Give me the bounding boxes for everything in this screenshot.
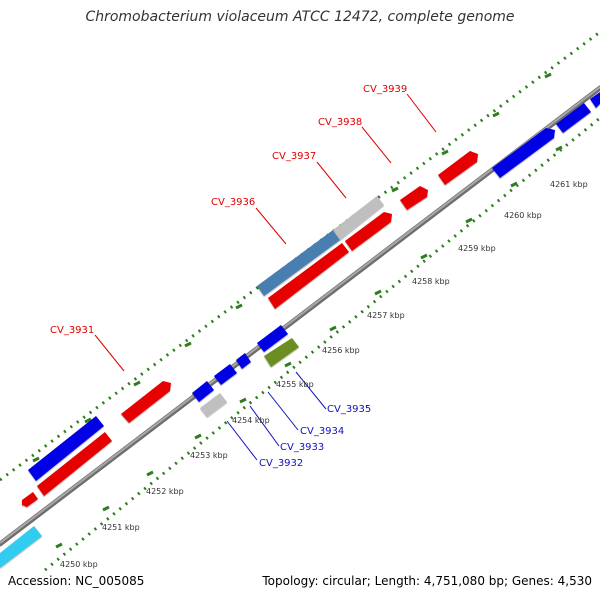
kbp-label: 4259 kbp <box>458 244 496 253</box>
reverse-gene-labels: CV_3932 CV_3933 CV_3934 CV_3935 <box>259 404 371 469</box>
gene-feature[interactable] <box>333 196 384 240</box>
kbp-label: 4257 kbp <box>367 311 405 320</box>
gene-label-cv3938[interactable]: CV_3938 <box>318 117 362 128</box>
gene-feature[interactable] <box>192 381 214 402</box>
kbp-label: 4252 kbp <box>146 487 184 496</box>
gene-feature[interactable] <box>28 416 104 481</box>
gene-label-cv3931[interactable]: CV_3931 <box>50 325 94 336</box>
gene-feature[interactable] <box>492 128 555 178</box>
forward-gene-labels: CV_3931 CV_3936 CV_3937 CV_3938 CV_3939 <box>50 84 407 336</box>
kbp-label: 4260 kbp <box>504 211 542 220</box>
gene-label-cv3934[interactable]: CV_3934 <box>300 426 344 437</box>
gene-feature[interactable] <box>345 212 392 251</box>
kbp-label: 4253 kbp <box>190 451 228 460</box>
gene-feature[interactable] <box>257 230 340 296</box>
gene-feature[interactable] <box>590 92 600 108</box>
gene-label-cv3937[interactable]: CV_3937 <box>272 151 316 162</box>
kbp-label: 4256 kbp <box>322 346 360 355</box>
forward-features <box>22 92 600 507</box>
gene-feature[interactable] <box>22 492 38 507</box>
forward-leader-lines <box>94 93 437 372</box>
kbp-label: 4255 kbp <box>276 380 314 389</box>
lower-tick-track <box>44 116 600 572</box>
genome-summary: Topology: circular; Length: 4,751,080 bp… <box>262 574 592 588</box>
accession-text: Accession: NC_005085 <box>8 574 145 588</box>
gene-feature[interactable] <box>0 526 42 568</box>
kbp-label: 4261 kbp <box>550 180 588 189</box>
gene-label-cv3936[interactable]: CV_3936 <box>211 197 255 208</box>
reverse-features <box>0 325 299 568</box>
upper-major-ticks <box>32 72 552 463</box>
gene-feature[interactable] <box>400 186 428 210</box>
gene-label-cv3939[interactable]: CV_3939 <box>363 84 407 95</box>
gene-label-cv3932[interactable]: CV_3932 <box>259 458 303 469</box>
gene-feature[interactable] <box>236 353 251 369</box>
gene-feature[interactable] <box>264 338 299 367</box>
lower-major-ticks <box>55 145 563 549</box>
kbp-label: 4251 kbp <box>102 523 140 532</box>
gene-feature[interactable] <box>200 393 227 417</box>
gene-feature[interactable] <box>121 381 171 423</box>
gene-label-cv3933[interactable]: CV_3933 <box>280 442 324 453</box>
gene-feature[interactable] <box>556 103 591 133</box>
gene-label-cv3935[interactable]: CV_3935 <box>327 404 371 415</box>
gene-feature[interactable] <box>438 151 478 185</box>
genome-title: Chromobacterium violaceum ATCC 12472, co… <box>85 9 515 25</box>
gene-feature[interactable] <box>257 325 288 352</box>
kbp-label: 4254 kbp <box>232 416 270 425</box>
kbp-label: 4250 kbp <box>60 560 98 569</box>
kbp-labels: 4250 kbp 4251 kbp 4252 kbp 4253 kbp 4254… <box>60 180 588 569</box>
gene-feature[interactable] <box>268 243 349 309</box>
gene-feature[interactable] <box>214 364 237 385</box>
upper-tick-track <box>0 30 600 482</box>
reverse-leader-lines <box>226 371 327 461</box>
kbp-label: 4258 kbp <box>412 277 450 286</box>
gene-feature[interactable] <box>37 432 112 496</box>
